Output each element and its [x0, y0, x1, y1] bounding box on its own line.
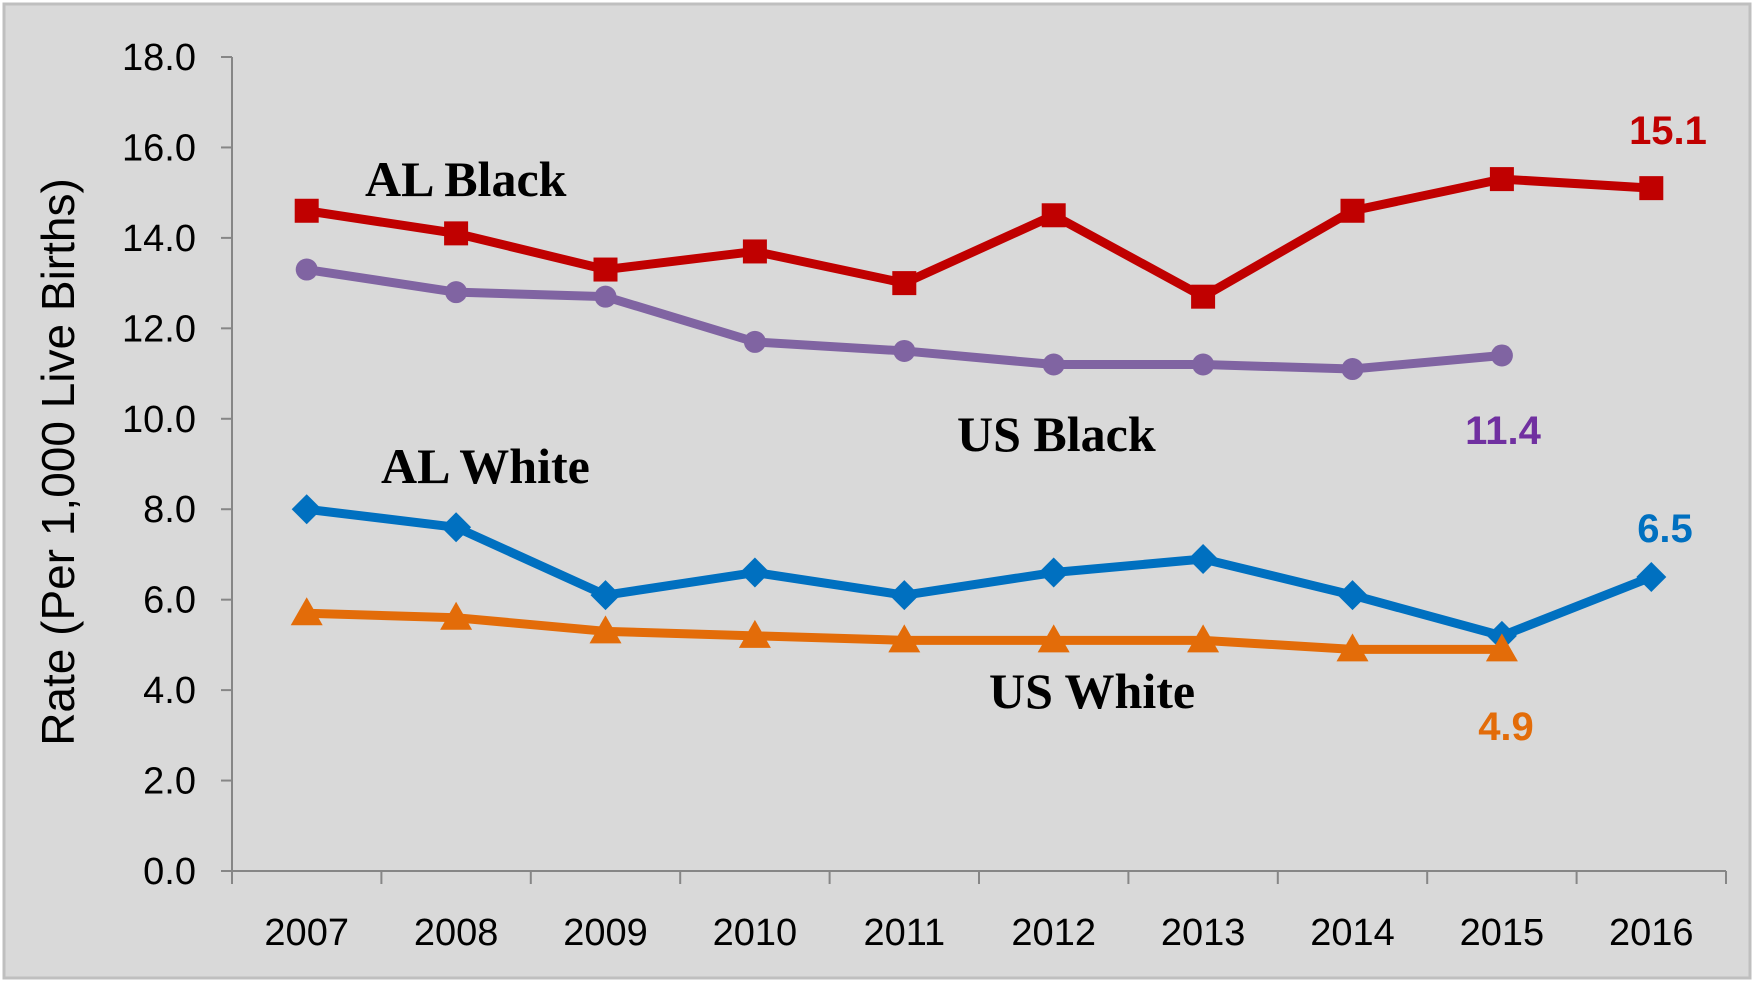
series-al-white [291, 494, 1667, 651]
y-axis-title: Rate (Per 1,000 Live Births) [32, 178, 84, 746]
series-line [302, 174, 1656, 302]
x-tick-label: 2008 [414, 912, 499, 954]
end-label-us-white: 4.9 [1478, 705, 1534, 749]
x-tick-label: 2016 [1609, 912, 1694, 954]
x-tick-label: 2013 [1161, 912, 1246, 954]
data-point-diamond [739, 557, 770, 588]
end-label-al-white: 6.5 [1637, 507, 1693, 551]
data-point-diamond [441, 512, 472, 543]
data-point-triangle [1037, 624, 1070, 653]
data-point-triangle [290, 597, 323, 626]
data-point-square [1041, 203, 1066, 228]
x-tick-label: 2010 [713, 912, 798, 954]
series-label-al-white: AL White [381, 438, 590, 494]
series-label-us-white: US White [989, 663, 1195, 719]
data-point-diamond [291, 494, 322, 525]
data-point-circle [445, 281, 468, 304]
x-tick-label: 2011 [863, 912, 945, 954]
data-point-square [1639, 176, 1664, 201]
y-tick-label: 0.0 [143, 851, 196, 893]
data-point-circle [1341, 358, 1364, 381]
data-point-triangle [589, 615, 622, 644]
y-tick-label: 6.0 [143, 580, 196, 622]
y-tick-label: 10.0 [122, 399, 196, 441]
series-label-al-black: AL Black [365, 151, 567, 207]
y-tick-label: 14.0 [122, 218, 196, 260]
y-tick-label: 12.0 [122, 308, 196, 350]
y-tick-label: 18.0 [122, 37, 196, 79]
series-us-black [295, 258, 1513, 381]
x-tick-label: 2015 [1460, 912, 1545, 954]
data-point-triangle [738, 619, 771, 648]
data-point-square [742, 239, 767, 264]
series-al-black [294, 167, 1664, 309]
y-tick-label: 4.0 [143, 670, 196, 712]
data-point-square [444, 221, 469, 246]
end-label-al-black: 15.1 [1629, 109, 1707, 153]
data-point-diamond [1636, 562, 1667, 593]
data-point-diamond [1337, 580, 1368, 611]
end-label-us-black: 11.4 [1465, 409, 1541, 453]
data-point-square [294, 198, 319, 223]
data-point-triangle [1187, 624, 1220, 653]
data-point-circle [893, 339, 916, 362]
data-point-square [593, 257, 618, 282]
x-tick-label: 2007 [264, 912, 349, 954]
y-tick-label: 8.0 [143, 489, 196, 531]
data-point-circle [594, 285, 617, 308]
data-point-triangle [440, 601, 473, 630]
x-tick-label: 2009 [563, 912, 648, 954]
x-tick-label: 2012 [1011, 912, 1096, 954]
data-point-circle [1192, 353, 1215, 376]
data-point-diamond [1188, 543, 1219, 574]
data-point-square [1191, 284, 1216, 309]
y-axis: 0.0 2.0 4.0 6.0 8.0 10.0 12.0 14.0 16.0 18.0 [122, 37, 233, 893]
series-layer [290, 167, 1667, 662]
data-point-triangle [1485, 633, 1518, 662]
data-point-square [1489, 167, 1514, 192]
series-us-white [290, 597, 1518, 662]
x-axis: 2007 2008 2009 2010 2011 2012 2013 2014 2015 2016 [231, 870, 1727, 954]
data-point-square [1340, 198, 1365, 223]
series-label-us-black: US Black [957, 406, 1156, 462]
y-tick-label: 2.0 [143, 761, 196, 803]
data-point-circle [1490, 344, 1513, 367]
y-tick-label: 16.0 [122, 127, 196, 169]
data-point-diamond [889, 580, 920, 611]
data-point-square [892, 271, 917, 296]
data-point-circle [743, 330, 766, 353]
data-point-circle [295, 258, 318, 281]
data-point-diamond [590, 580, 621, 611]
data-point-diamond [1038, 557, 1069, 588]
data-point-triangle [1336, 633, 1369, 662]
data-point-triangle [888, 624, 921, 653]
data-point-circle [1042, 353, 1065, 376]
x-tick-label: 2014 [1310, 912, 1395, 954]
series-line [302, 504, 1656, 641]
